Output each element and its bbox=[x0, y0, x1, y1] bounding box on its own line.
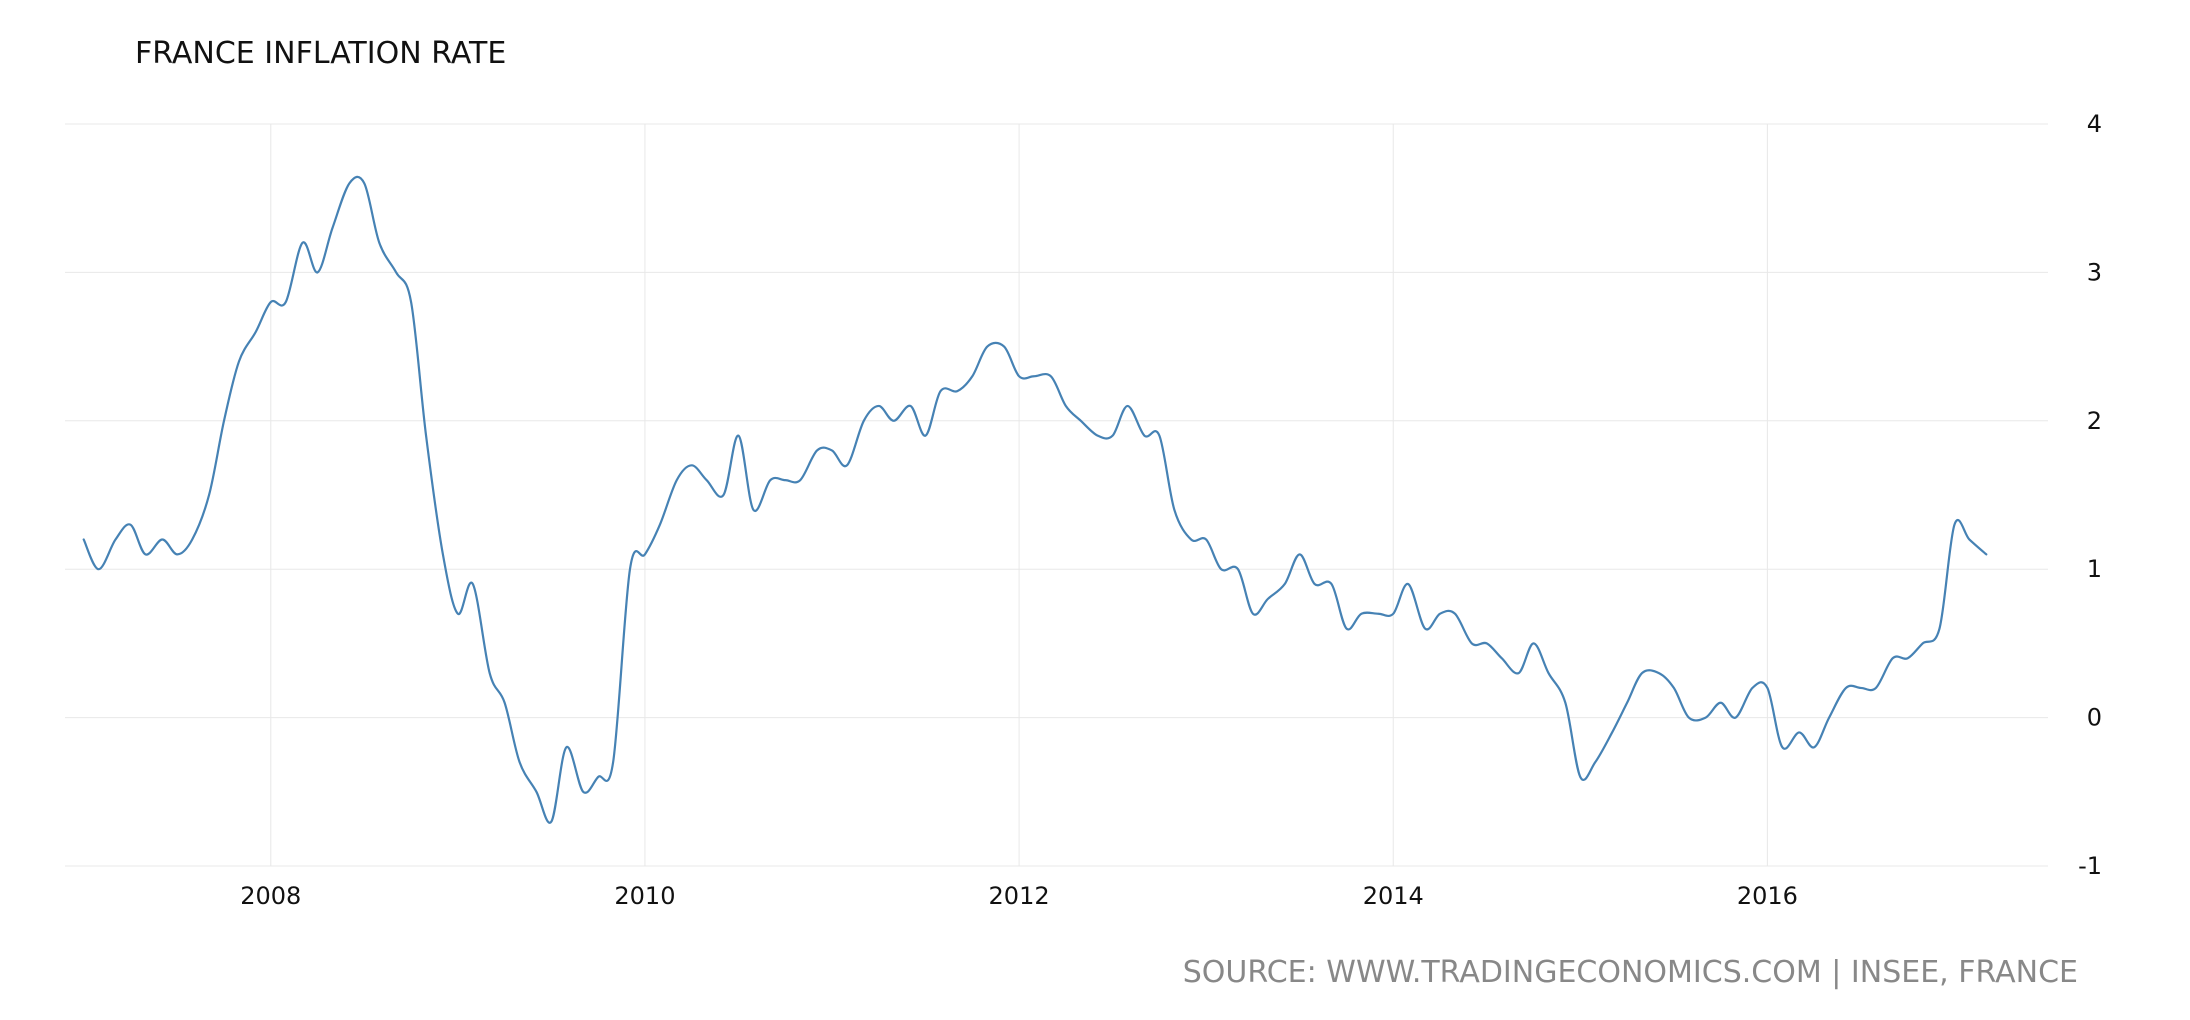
x-tick-label: 2016 bbox=[1737, 882, 1798, 910]
source-note: SOURCE: WWW.TRADINGECONOMICS.COM | INSEE… bbox=[1183, 955, 2078, 990]
y-tick-label: 3 bbox=[2087, 258, 2102, 286]
y-tick-label: 2 bbox=[2087, 407, 2102, 435]
y-axis-tick-labels: 4 3 2 1 0 -1 bbox=[2078, 110, 2102, 880]
series-lines bbox=[82, 175, 1988, 824]
x-tick-label: 2010 bbox=[614, 882, 675, 910]
gridlines bbox=[65, 123, 2048, 867]
x-tick-label: 2008 bbox=[240, 882, 301, 910]
y-tick-label: 4 bbox=[2087, 110, 2102, 138]
inflation-rate-line bbox=[82, 175, 1988, 824]
y-tick-label: -1 bbox=[2078, 852, 2102, 880]
x-tick-label: 2012 bbox=[989, 882, 1050, 910]
y-tick-label: 1 bbox=[2087, 555, 2102, 583]
y-tick-label: 0 bbox=[2087, 704, 2102, 732]
x-tick-label: 2014 bbox=[1363, 882, 1424, 910]
x-axis-tick-labels: 2008 2010 2012 2014 2016 bbox=[240, 882, 1798, 910]
chart-title: FRANCE INFLATION RATE bbox=[135, 36, 506, 71]
